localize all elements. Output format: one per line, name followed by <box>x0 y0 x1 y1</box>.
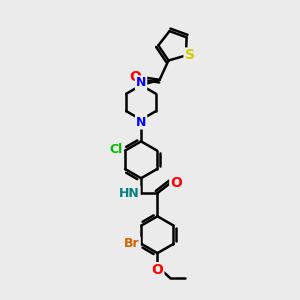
Text: N: N <box>136 76 146 89</box>
Text: O: O <box>170 176 182 190</box>
Text: Cl: Cl <box>109 142 122 156</box>
Text: O: O <box>152 263 164 277</box>
Text: N: N <box>136 116 146 129</box>
Text: S: S <box>184 49 194 62</box>
Text: Br: Br <box>124 237 140 250</box>
Text: HN: HN <box>119 187 140 200</box>
Text: O: O <box>129 70 141 84</box>
